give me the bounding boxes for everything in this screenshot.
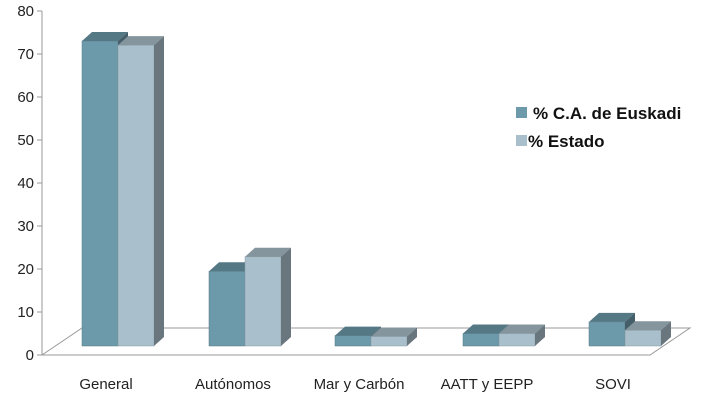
- legend: % C.A. de Euskadi % Estado: [516, 104, 681, 151]
- bar-top: [209, 262, 255, 272]
- bar-top: [499, 324, 545, 334]
- bar-top: [625, 321, 671, 331]
- legend-item: % C.A. de Euskadi: [516, 104, 681, 123]
- y-tick-label: 40: [17, 175, 34, 192]
- legend-swatch: [516, 135, 527, 146]
- bar-side: [535, 324, 545, 346]
- bar-front: [81, 40, 119, 347]
- bar-side: [407, 327, 417, 346]
- x-category-label: Autónomos: [195, 376, 271, 393]
- y-axis-ticks: 0 10 20 30 40 50 60 70 80: [17, 3, 42, 364]
- x-category-label: SOVI: [595, 376, 631, 393]
- y-tick-label: 60: [17, 89, 34, 106]
- bar-top: [371, 327, 417, 337]
- legend-item: % Estado: [516, 132, 605, 151]
- bar-front: [208, 271, 246, 347]
- bar: [244, 247, 291, 347]
- bar-top: [82, 31, 128, 41]
- bar: [498, 324, 545, 347]
- bar-front: [624, 329, 662, 347]
- bar-side: [154, 36, 164, 346]
- y-tick-label: 0: [26, 347, 34, 364]
- bar: [588, 312, 635, 347]
- bar-front: [370, 336, 408, 347]
- bar: [370, 327, 417, 347]
- floor-plane: [40, 327, 692, 356]
- bar-top: [245, 247, 291, 257]
- chart-bars: [81, 31, 671, 347]
- bar-top: [589, 312, 635, 322]
- x-category-label: Mar y Carbón: [314, 376, 405, 393]
- y-tick-label: 30: [17, 218, 34, 235]
- bar-side: [661, 321, 671, 346]
- bar-front: [334, 335, 372, 347]
- bar: [624, 321, 671, 347]
- x-axis-categories: General Autónomos Mar y Carbón AATT y EEPP S…: [79, 376, 631, 393]
- y-tick-label: 70: [17, 46, 34, 63]
- y-tick-label: 80: [17, 3, 34, 20]
- bar-front: [462, 333, 500, 347]
- y-tick-label: 50: [17, 132, 34, 149]
- x-category-label: General: [79, 376, 132, 393]
- bar-front: [117, 44, 155, 347]
- y-tick-label: 20: [17, 261, 34, 278]
- legend-swatch: [516, 107, 527, 118]
- bar-side: [281, 247, 291, 346]
- bar-front: [244, 256, 282, 347]
- bar-top: [335, 326, 381, 336]
- bar-top: [463, 324, 509, 334]
- bar: [117, 36, 164, 347]
- bar-front: [498, 333, 536, 347]
- legend-label: % Estado: [528, 132, 605, 151]
- legend-label: % C.A. de Euskadi: [533, 104, 681, 123]
- y-tick-label: 10: [17, 304, 34, 321]
- bar-top: [118, 36, 164, 46]
- x-category-label: AATT y EEPP: [441, 376, 534, 393]
- bar-front: [588, 321, 626, 347]
